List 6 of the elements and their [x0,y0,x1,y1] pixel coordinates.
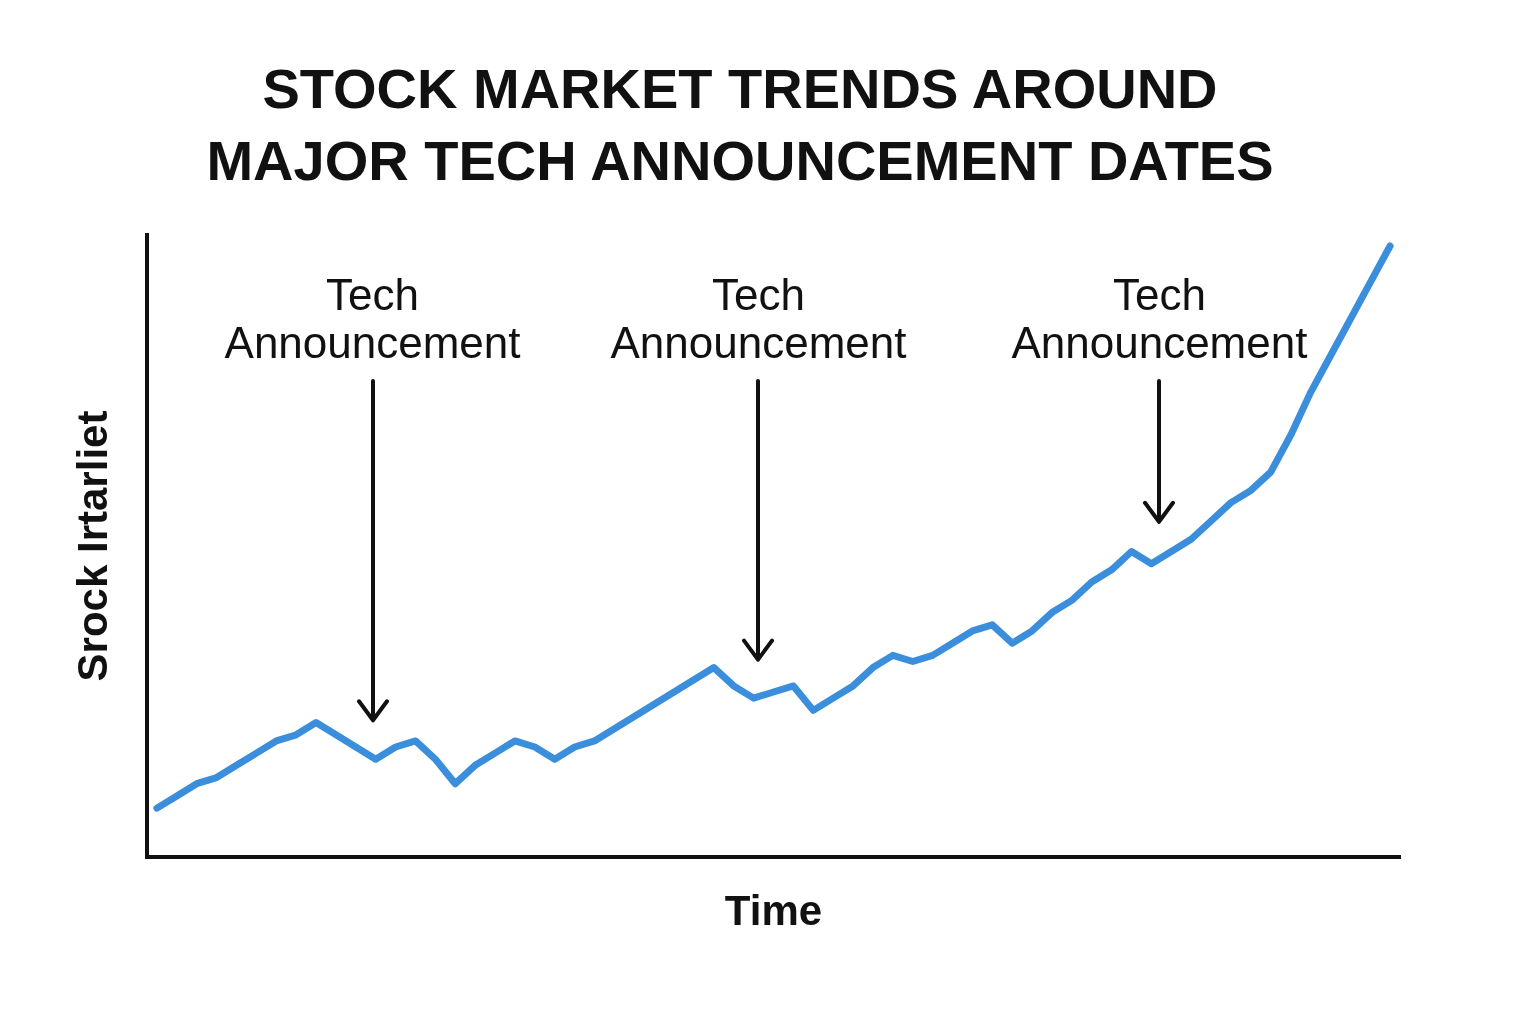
annotation: Tech Announcement [610,270,907,367]
chart-title: STOCK MARKET TRENDS AROUND MAJOR TECH ANNOUNCEMENT DATES [205,56,1275,194]
x-axis-title: Time [724,887,823,935]
y-axis-title: Srock Irtarliet [68,410,116,682]
annotation: Tech Announcement [1011,270,1308,367]
annotation: Tech Announcement [224,270,521,367]
